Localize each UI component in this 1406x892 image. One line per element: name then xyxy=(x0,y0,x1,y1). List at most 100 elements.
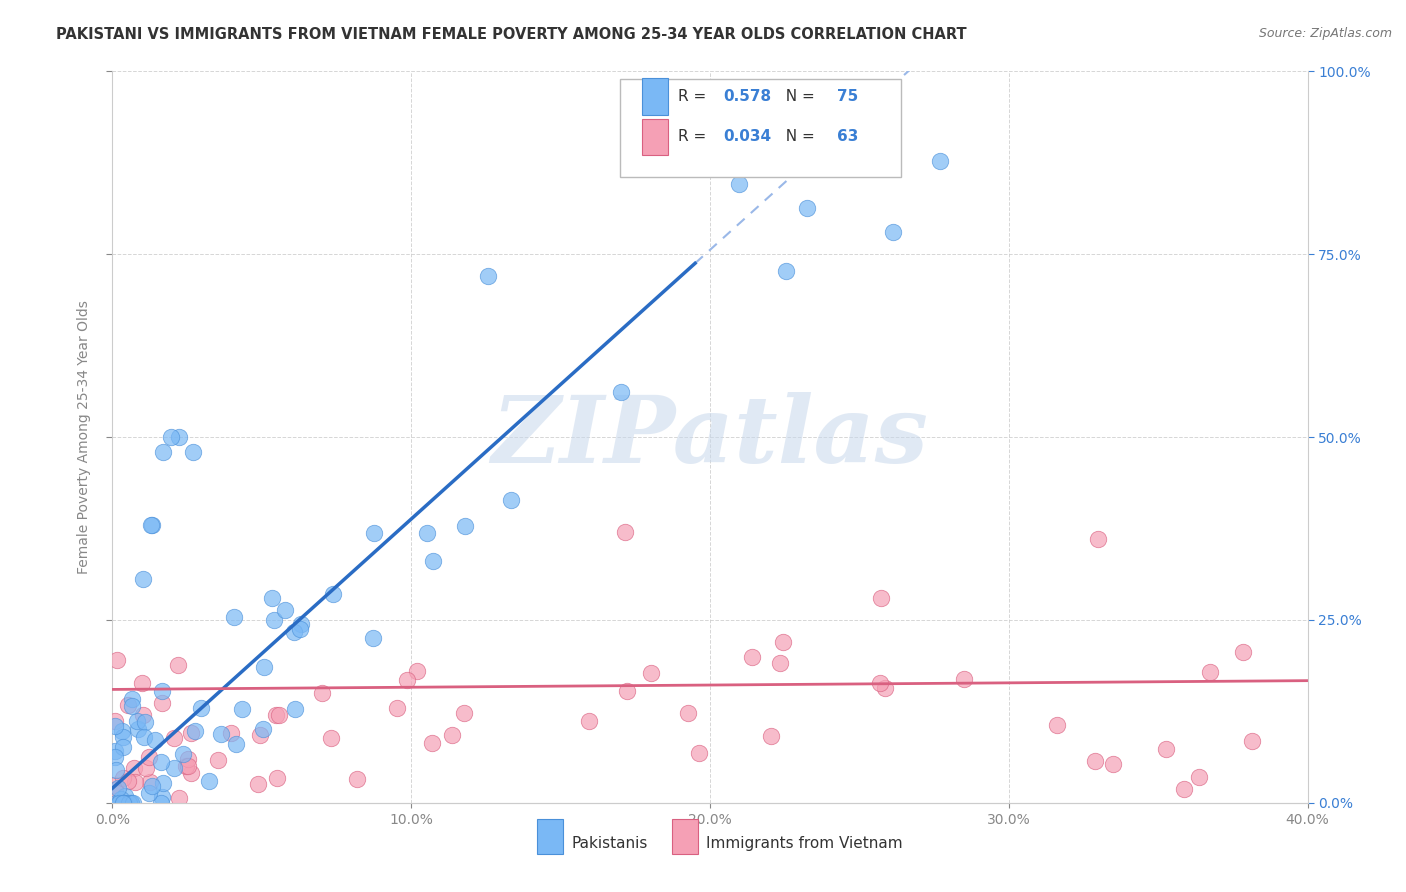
Point xyxy=(150,755,173,769)
Point xyxy=(124,774,146,789)
Point xyxy=(284,702,307,716)
Point xyxy=(640,665,662,680)
Point xyxy=(761,729,783,743)
Point xyxy=(440,728,463,742)
Point xyxy=(610,384,633,399)
Bar xyxy=(643,78,668,115)
Point xyxy=(1232,644,1254,658)
Point xyxy=(1188,770,1211,784)
Point xyxy=(149,796,172,810)
Point xyxy=(132,708,155,723)
Point xyxy=(928,154,950,169)
Y-axis label: Female Poverty Among 25-34 Year Olds: Female Poverty Among 25-34 Year Olds xyxy=(77,300,91,574)
Point xyxy=(104,796,127,810)
Point xyxy=(1084,754,1107,768)
Point xyxy=(882,225,904,239)
Point xyxy=(122,761,145,775)
Point xyxy=(387,700,409,714)
Text: Source: ZipAtlas.com: Source: ZipAtlas.com xyxy=(1258,27,1392,40)
Point xyxy=(225,737,247,751)
Point xyxy=(741,649,763,664)
Point xyxy=(125,714,148,728)
Point xyxy=(163,731,186,746)
Point xyxy=(117,796,139,810)
Point xyxy=(1154,742,1177,756)
Text: N =: N = xyxy=(776,89,820,104)
Text: 75: 75 xyxy=(837,89,858,104)
Point xyxy=(361,631,384,645)
Text: Pakistanis: Pakistanis xyxy=(571,836,648,851)
Point xyxy=(499,493,522,508)
Point xyxy=(104,719,127,733)
Point xyxy=(141,779,163,793)
Point xyxy=(110,723,132,738)
Point xyxy=(112,771,135,785)
Point xyxy=(121,796,143,810)
Point xyxy=(1240,733,1263,747)
Point xyxy=(112,730,135,744)
Point xyxy=(222,610,245,624)
Point xyxy=(219,726,242,740)
Point xyxy=(107,780,129,795)
Point xyxy=(815,115,838,129)
Point xyxy=(104,783,127,797)
Point xyxy=(176,759,198,773)
Point xyxy=(138,786,160,800)
Text: Immigrants from Vietnam: Immigrants from Vietnam xyxy=(706,836,903,851)
Point xyxy=(207,753,229,767)
Point xyxy=(264,707,287,722)
Point xyxy=(209,727,232,741)
Point xyxy=(578,714,600,728)
Point xyxy=(184,723,207,738)
Point xyxy=(266,771,288,785)
Bar xyxy=(537,819,562,854)
Point xyxy=(112,739,135,754)
Point xyxy=(614,525,637,540)
Point xyxy=(141,517,163,532)
Point xyxy=(160,430,183,444)
Point xyxy=(290,617,312,632)
Point xyxy=(163,761,186,775)
Point xyxy=(110,792,132,806)
Point xyxy=(247,777,270,791)
Point xyxy=(869,676,891,690)
Point xyxy=(114,796,136,810)
Point xyxy=(263,613,285,627)
Point xyxy=(135,761,157,775)
Point xyxy=(104,744,127,758)
Text: 63: 63 xyxy=(837,129,858,145)
Point xyxy=(274,603,297,617)
Point xyxy=(806,130,828,145)
Point xyxy=(117,774,139,789)
Bar xyxy=(643,119,668,155)
Point xyxy=(120,796,142,810)
Point xyxy=(321,731,343,746)
Point xyxy=(249,728,271,742)
Point xyxy=(117,698,139,712)
Point xyxy=(1173,782,1195,797)
Point xyxy=(138,749,160,764)
Point xyxy=(127,722,149,736)
Point xyxy=(121,691,143,706)
Point xyxy=(114,789,136,804)
Point xyxy=(134,714,156,729)
Point xyxy=(190,701,212,715)
Point xyxy=(150,684,173,698)
Point xyxy=(363,526,385,541)
Point xyxy=(290,622,312,636)
Point xyxy=(112,796,135,810)
Point xyxy=(180,726,202,740)
Point xyxy=(1046,718,1069,732)
Text: ZIPatlas: ZIPatlas xyxy=(492,392,928,482)
Point xyxy=(104,714,127,728)
Point xyxy=(422,554,444,568)
Point xyxy=(322,587,344,601)
Text: 0.578: 0.578 xyxy=(723,89,772,104)
Point xyxy=(132,573,155,587)
Point xyxy=(1102,757,1125,772)
Point xyxy=(415,526,437,541)
Point xyxy=(111,796,134,810)
Point xyxy=(152,697,174,711)
Point xyxy=(108,796,131,810)
Point xyxy=(454,518,477,533)
